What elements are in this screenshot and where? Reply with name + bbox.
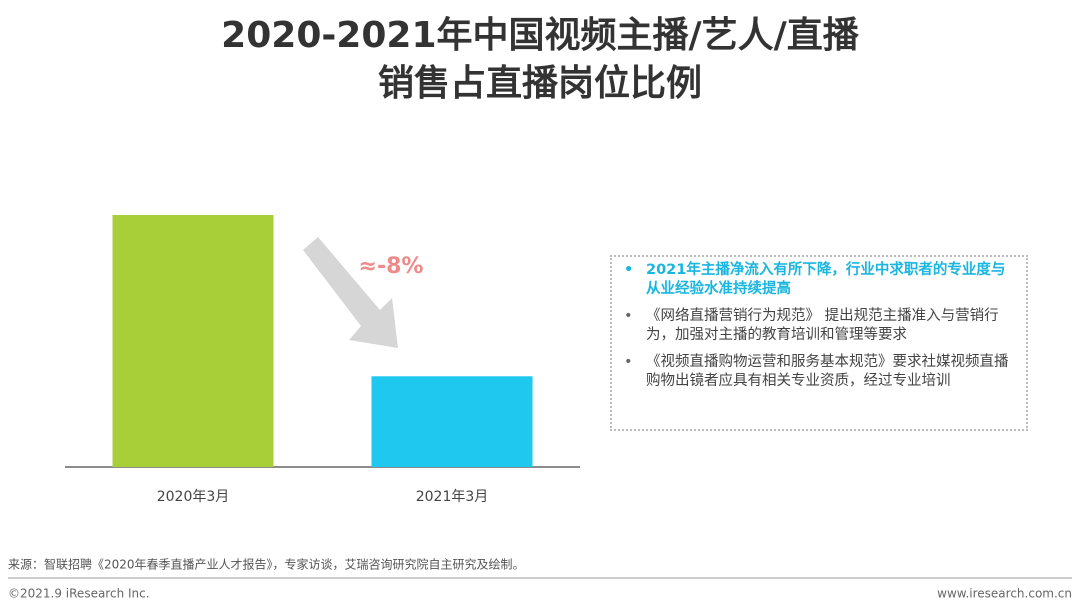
note: 《视频直播购物运营和服务基本规范》要求社媒视频直播购物出镜者应具有相关专业资质，… (624, 353, 1016, 391)
x-tick-label: 2021年3月 (416, 489, 489, 505)
bar (112, 215, 274, 467)
source: 来源：智联招聘《2020年春季直播产业人才报告》，专家访谈，艾瑞咨询研究院自主研… (8, 557, 525, 572)
bar (371, 376, 533, 467)
copyright: ©2021.9 iResearch Inc. (8, 587, 150, 601)
note: 《网络直播营销行为规范》 提出规范主播准入与营销行为，加强对主播的教育培训和管理… (624, 307, 1016, 345)
trend-arrow (303, 237, 398, 348)
chart-title: 2020-2021年中国视频主播/艺人/直播 (221, 15, 860, 56)
annotation: ≈-8% (359, 254, 424, 279)
website: www.iresearch.com.cn (937, 587, 1072, 601)
notes-box: 2021年主播净流入有所下降，行业中求职者的专业度与从业经验水准持续提高《网络直… (610, 255, 1028, 431)
note: 2021年主播净流入有所下降，行业中求职者的专业度与从业经验水准持续提高 (624, 261, 1016, 299)
chart-title: 销售占直播岗位比例 (378, 63, 702, 104)
x-tick-label: 2020年3月 (157, 489, 230, 505)
